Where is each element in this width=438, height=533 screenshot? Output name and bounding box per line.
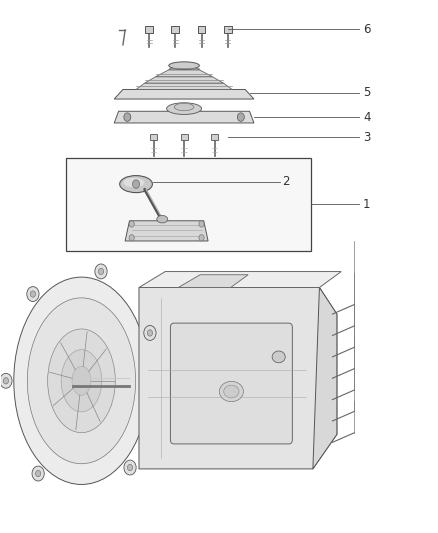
Ellipse shape (272, 351, 285, 363)
FancyBboxPatch shape (66, 158, 311, 251)
Circle shape (199, 235, 204, 241)
Ellipse shape (219, 382, 244, 401)
Ellipse shape (14, 277, 149, 484)
Circle shape (32, 466, 44, 481)
Text: 3: 3 (363, 131, 371, 144)
Ellipse shape (157, 215, 168, 223)
Text: 5: 5 (363, 86, 371, 99)
Circle shape (147, 330, 152, 336)
Circle shape (133, 180, 140, 188)
Text: 1: 1 (363, 198, 371, 211)
FancyBboxPatch shape (180, 134, 187, 140)
Circle shape (129, 235, 134, 241)
Circle shape (124, 113, 131, 122)
Polygon shape (114, 90, 254, 99)
Circle shape (27, 287, 39, 302)
Polygon shape (178, 274, 248, 287)
Ellipse shape (48, 329, 115, 433)
Circle shape (0, 373, 12, 388)
Ellipse shape (120, 175, 152, 192)
FancyBboxPatch shape (170, 323, 292, 444)
Ellipse shape (61, 350, 102, 412)
Text: 4: 4 (363, 111, 371, 124)
Circle shape (99, 268, 104, 274)
Ellipse shape (169, 62, 199, 69)
Polygon shape (136, 83, 232, 90)
Circle shape (30, 291, 35, 297)
Circle shape (237, 113, 244, 122)
Polygon shape (313, 287, 337, 469)
Circle shape (95, 264, 107, 279)
Circle shape (35, 470, 41, 477)
Ellipse shape (72, 366, 91, 395)
Circle shape (199, 221, 204, 227)
Polygon shape (139, 287, 337, 469)
Ellipse shape (174, 103, 194, 111)
Text: 2: 2 (283, 175, 290, 189)
Polygon shape (155, 70, 212, 77)
FancyBboxPatch shape (211, 134, 218, 140)
FancyBboxPatch shape (198, 26, 205, 33)
FancyBboxPatch shape (145, 26, 153, 33)
Circle shape (144, 326, 156, 341)
Circle shape (124, 460, 136, 475)
Ellipse shape (27, 298, 136, 464)
Circle shape (127, 464, 133, 471)
Ellipse shape (124, 177, 145, 187)
Ellipse shape (224, 385, 239, 398)
Polygon shape (125, 221, 208, 241)
Polygon shape (145, 77, 223, 83)
Ellipse shape (166, 103, 201, 115)
FancyBboxPatch shape (224, 26, 232, 33)
FancyBboxPatch shape (171, 26, 179, 33)
Polygon shape (169, 64, 199, 70)
Polygon shape (114, 111, 254, 123)
Polygon shape (139, 271, 341, 287)
Circle shape (129, 221, 134, 227)
FancyBboxPatch shape (150, 134, 157, 140)
Text: 6: 6 (363, 23, 371, 36)
Circle shape (4, 377, 9, 384)
